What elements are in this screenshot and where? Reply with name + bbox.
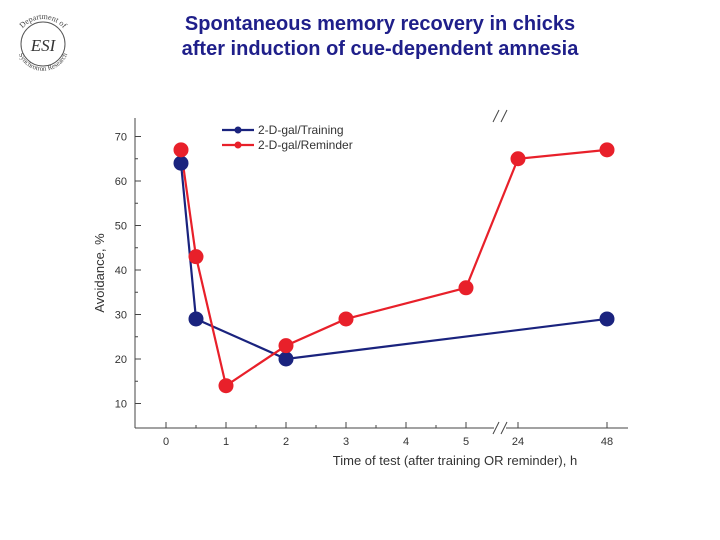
department-logo: Department of Synchrotron Research ESI — [17, 12, 69, 73]
y-tick-label: 60 — [115, 176, 127, 188]
data-point-training — [173, 155, 189, 171]
legend-label: 2-D-gal/Training — [258, 123, 344, 137]
x-tick-label: 3 — [343, 436, 349, 448]
series-line-training — [179, 163, 608, 361]
x-axis-label: Time of test (after training OR reminder… — [333, 453, 577, 468]
legend-marker — [234, 126, 242, 134]
y-tick-label: 50 — [115, 221, 127, 233]
axis-break-slash — [500, 421, 508, 435]
axis-break-gap — [494, 423, 506, 433]
axis-break-slash — [500, 109, 508, 123]
data-point-reminder — [338, 311, 354, 327]
y-tick-label: 30 — [115, 310, 127, 322]
axis-break-slash — [492, 109, 500, 123]
data-point-training — [278, 351, 294, 367]
y-tick-label: 10 — [115, 399, 127, 411]
data-point-reminder — [278, 338, 294, 354]
logo-center-text: ESI — [30, 36, 57, 55]
x-tick-label: 5 — [463, 436, 469, 448]
y-tick-label: 70 — [115, 132, 127, 144]
slide-title: Spontaneous memory recovery in chicks af… — [110, 12, 650, 62]
title-line-1: Spontaneous memory recovery in chicks — [184, 13, 576, 35]
x-tick-label: 48 — [601, 436, 613, 448]
data-point-reminder — [599, 142, 615, 158]
series-line-reminder — [179, 148, 608, 388]
y-tick-label: 40 — [115, 265, 127, 277]
chart-axes: 10 20 30 40 50 60 70 0 1 2 3 4 5 24 48 — [115, 118, 628, 448]
data-point-reminder — [173, 142, 189, 158]
data-point-reminder — [218, 378, 234, 394]
series-lines — [179, 148, 608, 388]
x-tick-label: 4 — [403, 436, 409, 448]
y-axis-label: Avoidance, % — [92, 233, 107, 313]
x-tick-label: 1 — [223, 436, 229, 448]
title-line-2: after induction of cue-dependent amnesia — [181, 38, 579, 60]
legend-label: 2-D-gal/Reminder — [258, 138, 353, 152]
data-point-training — [188, 311, 204, 327]
axis-break-slash — [492, 421, 500, 435]
axis-break-gap — [494, 111, 506, 121]
data-point-reminder — [458, 280, 474, 296]
series-points — [173, 142, 615, 394]
y-tick-label: 20 — [115, 354, 127, 366]
data-point-reminder — [188, 249, 204, 265]
data-point-training — [599, 311, 615, 327]
x-tick-label: 24 — [512, 436, 524, 448]
data-point-reminder — [510, 151, 526, 167]
axis-breaks — [492, 109, 508, 435]
legend-marker — [234, 141, 242, 149]
x-tick-label: 0 — [163, 436, 169, 448]
x-tick-label: 2 — [283, 436, 289, 448]
